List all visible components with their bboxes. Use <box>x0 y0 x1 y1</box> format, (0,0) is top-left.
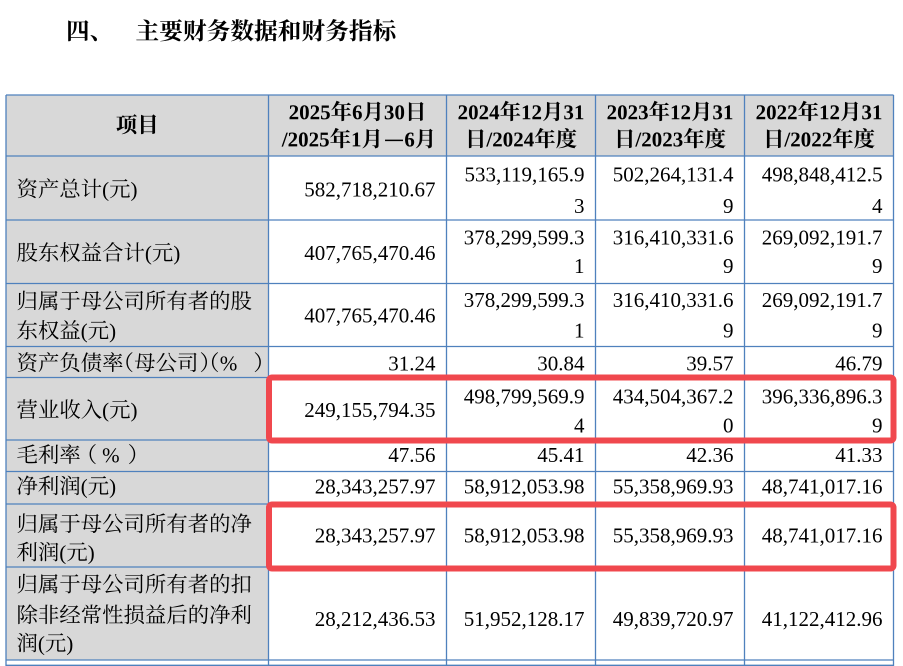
svg-text:9: 9 <box>723 194 734 218</box>
svg-text:316,410,331.6: 316,410,331.6 <box>613 226 734 250</box>
svg-text:1: 1 <box>574 319 585 343</box>
svg-text:45.41: 45.41 <box>537 443 584 467</box>
svg-text:9: 9 <box>872 254 883 278</box>
svg-text:498,799,569.9: 498,799,569.9 <box>464 384 585 408</box>
svg-text:28,343,257.97: 28,343,257.97 <box>315 523 436 547</box>
svg-text:48,741,017.16: 48,741,017.16 <box>762 475 883 499</box>
svg-text:9: 9 <box>723 319 734 343</box>
svg-text:28,212,436.53: 28,212,436.53 <box>315 607 436 631</box>
svg-text:30.84: 30.84 <box>537 351 585 375</box>
svg-text:434,504,367.2: 434,504,367.2 <box>613 384 734 408</box>
svg-text:378,299,599.3: 378,299,599.3 <box>464 288 585 312</box>
svg-text:4: 4 <box>872 194 883 218</box>
svg-text:31.24: 31.24 <box>388 351 436 375</box>
svg-text:9: 9 <box>872 319 883 343</box>
svg-text:55,358,969.93: 55,358,969.93 <box>613 475 734 499</box>
svg-text:4: 4 <box>574 413 585 437</box>
svg-text:28,343,257.97: 28,343,257.97 <box>315 475 436 499</box>
svg-text:41.33: 41.33 <box>835 443 882 467</box>
svg-text:316,410,331.6: 316,410,331.6 <box>613 288 734 312</box>
svg-text:1: 1 <box>574 254 585 278</box>
svg-text:396,336,896.3: 396,336,896.3 <box>762 384 883 408</box>
svg-text:58,912,053.98: 58,912,053.98 <box>464 475 585 499</box>
svg-text:249,155,794.35: 249,155,794.35 <box>304 398 435 422</box>
svg-text:48,741,017.16: 48,741,017.16 <box>762 523 883 547</box>
svg-text:9: 9 <box>723 254 734 278</box>
svg-text:582,718,210.67: 582,718,210.67 <box>304 178 435 202</box>
svg-text:502,264,131.4: 502,264,131.4 <box>613 162 734 186</box>
svg-text:0: 0 <box>723 413 734 437</box>
svg-text:58,912,053.98: 58,912,053.98 <box>464 523 585 547</box>
svg-text:378,299,599.3: 378,299,599.3 <box>464 226 585 250</box>
svg-text:41,122,412.96: 41,122,412.96 <box>762 607 883 631</box>
svg-text:9: 9 <box>872 413 883 437</box>
svg-text:269,092,191.7: 269,092,191.7 <box>762 288 883 312</box>
svg-text:533,119,165.9: 533,119,165.9 <box>465 162 585 186</box>
svg-text:407,765,470.46: 407,765,470.46 <box>304 241 435 265</box>
svg-text:55,358,969.93: 55,358,969.93 <box>613 523 734 547</box>
svg-text:498,848,412.5: 498,848,412.5 <box>762 162 883 186</box>
svg-text:51,952,128.17: 51,952,128.17 <box>464 607 585 631</box>
svg-text:407,765,470.46: 407,765,470.46 <box>304 303 435 327</box>
svg-text:46.79: 46.79 <box>835 351 882 375</box>
svg-text:39.57: 39.57 <box>686 351 733 375</box>
svg-text:269,092,191.7: 269,092,191.7 <box>762 226 883 250</box>
svg-text:47.56: 47.56 <box>388 443 435 467</box>
svg-text:49,839,720.97: 49,839,720.97 <box>613 607 734 631</box>
svg-text:42.36: 42.36 <box>686 443 733 467</box>
svg-text:3: 3 <box>574 194 585 218</box>
